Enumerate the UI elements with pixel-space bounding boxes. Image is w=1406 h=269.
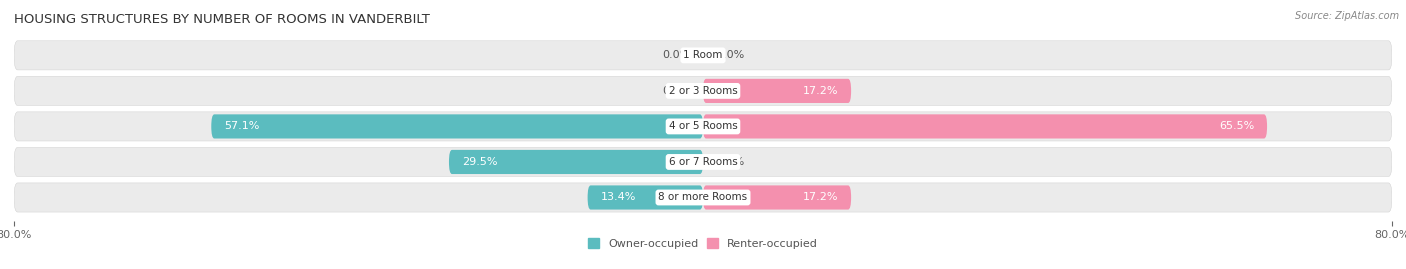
Text: 0.0%: 0.0% xyxy=(716,50,744,60)
FancyBboxPatch shape xyxy=(14,147,1392,176)
FancyBboxPatch shape xyxy=(14,112,1392,141)
Text: 57.1%: 57.1% xyxy=(224,121,260,132)
Text: 13.4%: 13.4% xyxy=(600,193,636,203)
Text: 0.0%: 0.0% xyxy=(662,86,690,96)
Text: Source: ZipAtlas.com: Source: ZipAtlas.com xyxy=(1295,11,1399,21)
FancyBboxPatch shape xyxy=(211,114,703,139)
FancyBboxPatch shape xyxy=(449,150,703,174)
Text: 29.5%: 29.5% xyxy=(461,157,498,167)
FancyBboxPatch shape xyxy=(14,41,1392,70)
Text: 65.5%: 65.5% xyxy=(1219,121,1254,132)
FancyBboxPatch shape xyxy=(703,114,1267,139)
FancyBboxPatch shape xyxy=(588,185,703,210)
FancyBboxPatch shape xyxy=(14,76,1392,105)
Text: 17.2%: 17.2% xyxy=(803,193,838,203)
Text: 8 or more Rooms: 8 or more Rooms xyxy=(658,193,748,203)
FancyBboxPatch shape xyxy=(703,79,851,103)
Text: 17.2%: 17.2% xyxy=(803,86,838,96)
Text: 0.0%: 0.0% xyxy=(662,50,690,60)
Text: 1 Room: 1 Room xyxy=(683,50,723,60)
Text: 2 or 3 Rooms: 2 or 3 Rooms xyxy=(669,86,737,96)
Text: HOUSING STRUCTURES BY NUMBER OF ROOMS IN VANDERBILT: HOUSING STRUCTURES BY NUMBER OF ROOMS IN… xyxy=(14,13,430,26)
Text: 6 or 7 Rooms: 6 or 7 Rooms xyxy=(669,157,737,167)
Text: 0.0%: 0.0% xyxy=(716,157,744,167)
Legend: Owner-occupied, Renter-occupied: Owner-occupied, Renter-occupied xyxy=(588,239,818,249)
Text: 4 or 5 Rooms: 4 or 5 Rooms xyxy=(669,121,737,132)
FancyBboxPatch shape xyxy=(703,185,851,210)
FancyBboxPatch shape xyxy=(14,183,1392,212)
